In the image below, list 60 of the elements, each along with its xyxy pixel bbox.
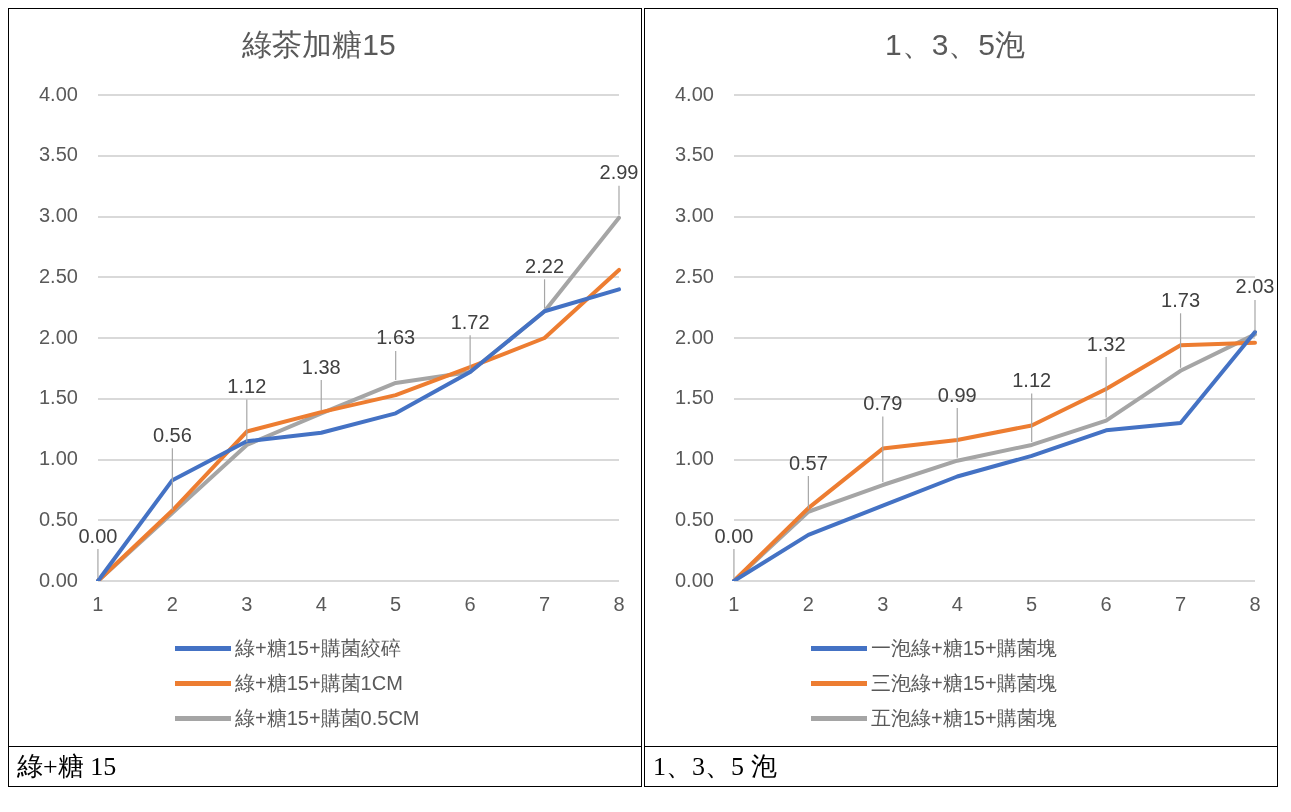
y-tick-label: 4.00 xyxy=(38,82,78,105)
data-label: 1.12 xyxy=(227,375,267,398)
y-tick-label: 2.00 xyxy=(674,325,714,348)
data-label: 0.99 xyxy=(937,383,977,406)
legend-label: 五泡綠+糖15+購菌塊 xyxy=(871,706,1057,731)
y-tick-label: 0.50 xyxy=(674,507,714,530)
legend-label: 綠+糖15+購菌絞碎 xyxy=(235,636,401,661)
legend-label: 三泡綠+糖15+購菌塊 xyxy=(871,671,1057,696)
data-label: 0.79 xyxy=(863,392,903,415)
x-tick-label: 3 xyxy=(241,592,253,615)
data-label: 1.73 xyxy=(1161,288,1201,311)
y-tick-label: 3.00 xyxy=(674,204,714,227)
legend-label: 綠+糖15+購菌1CM xyxy=(235,671,403,696)
x-tick-label: 2 xyxy=(802,592,814,615)
x-tick-label: 2 xyxy=(166,592,178,615)
data-label: 1.72 xyxy=(450,310,490,333)
x-tick-label: 8 xyxy=(1249,592,1261,615)
x-tick-label: 7 xyxy=(1175,592,1187,615)
x-tick-label: 3 xyxy=(877,592,889,615)
chart-title: 1、3、5泡 xyxy=(884,28,1026,62)
y-tick-label: 4.00 xyxy=(674,82,714,105)
y-tick-label: 2.00 xyxy=(38,325,78,348)
data-label: 0.00 xyxy=(714,524,754,547)
y-tick-label: 2.50 xyxy=(38,264,78,287)
y-tick-label: 3.50 xyxy=(674,143,714,166)
data-label: 2.03 xyxy=(1235,275,1275,298)
legend-label: 綠+糖15+購菌0.5CM xyxy=(235,706,420,731)
x-tick-label: 8 xyxy=(613,592,625,615)
y-tick-label: 0.50 xyxy=(38,507,78,530)
legend-label: 一泡綠+糖15+購菌塊 xyxy=(871,636,1057,661)
chart-title: 綠茶加糖15 xyxy=(241,28,396,62)
y-tick-label: 1.50 xyxy=(38,386,78,409)
data-label: 2.99 xyxy=(599,161,639,184)
x-tick-label: 1 xyxy=(92,592,104,615)
x-tick-label: 1 xyxy=(728,592,740,615)
data-label: 0.56 xyxy=(152,423,192,446)
data-label: 2.22 xyxy=(525,254,565,277)
x-tick-label: 5 xyxy=(1026,592,1038,615)
data-label: 1.63 xyxy=(376,326,416,349)
y-tick-label: 2.50 xyxy=(674,264,714,287)
y-tick-label: 1.00 xyxy=(674,447,714,470)
x-tick-label: 4 xyxy=(951,592,963,615)
x-tick-label: 6 xyxy=(464,592,476,615)
y-tick-label: 1.00 xyxy=(38,447,78,470)
data-label: 0.00 xyxy=(78,524,118,547)
y-tick-label: 0.00 xyxy=(38,568,78,591)
y-tick-label: 3.00 xyxy=(38,204,78,227)
y-tick-label: 1.50 xyxy=(674,386,714,409)
x-tick-label: 7 xyxy=(539,592,551,615)
data-label: 1.12 xyxy=(1012,369,1052,391)
data-label: 1.32 xyxy=(1086,332,1126,355)
data-label: 1.38 xyxy=(301,355,341,378)
x-tick-label: 4 xyxy=(315,592,327,615)
y-tick-label: 3.50 xyxy=(38,143,78,166)
x-tick-label: 6 xyxy=(1100,592,1112,615)
x-tick-label: 5 xyxy=(390,592,402,615)
text: 1、3、5 泡 xyxy=(645,746,1277,786)
data-label: 0.57 xyxy=(788,451,828,474)
text: 綠+糖 15 xyxy=(9,746,641,786)
y-tick-label: 0.00 xyxy=(674,568,714,591)
